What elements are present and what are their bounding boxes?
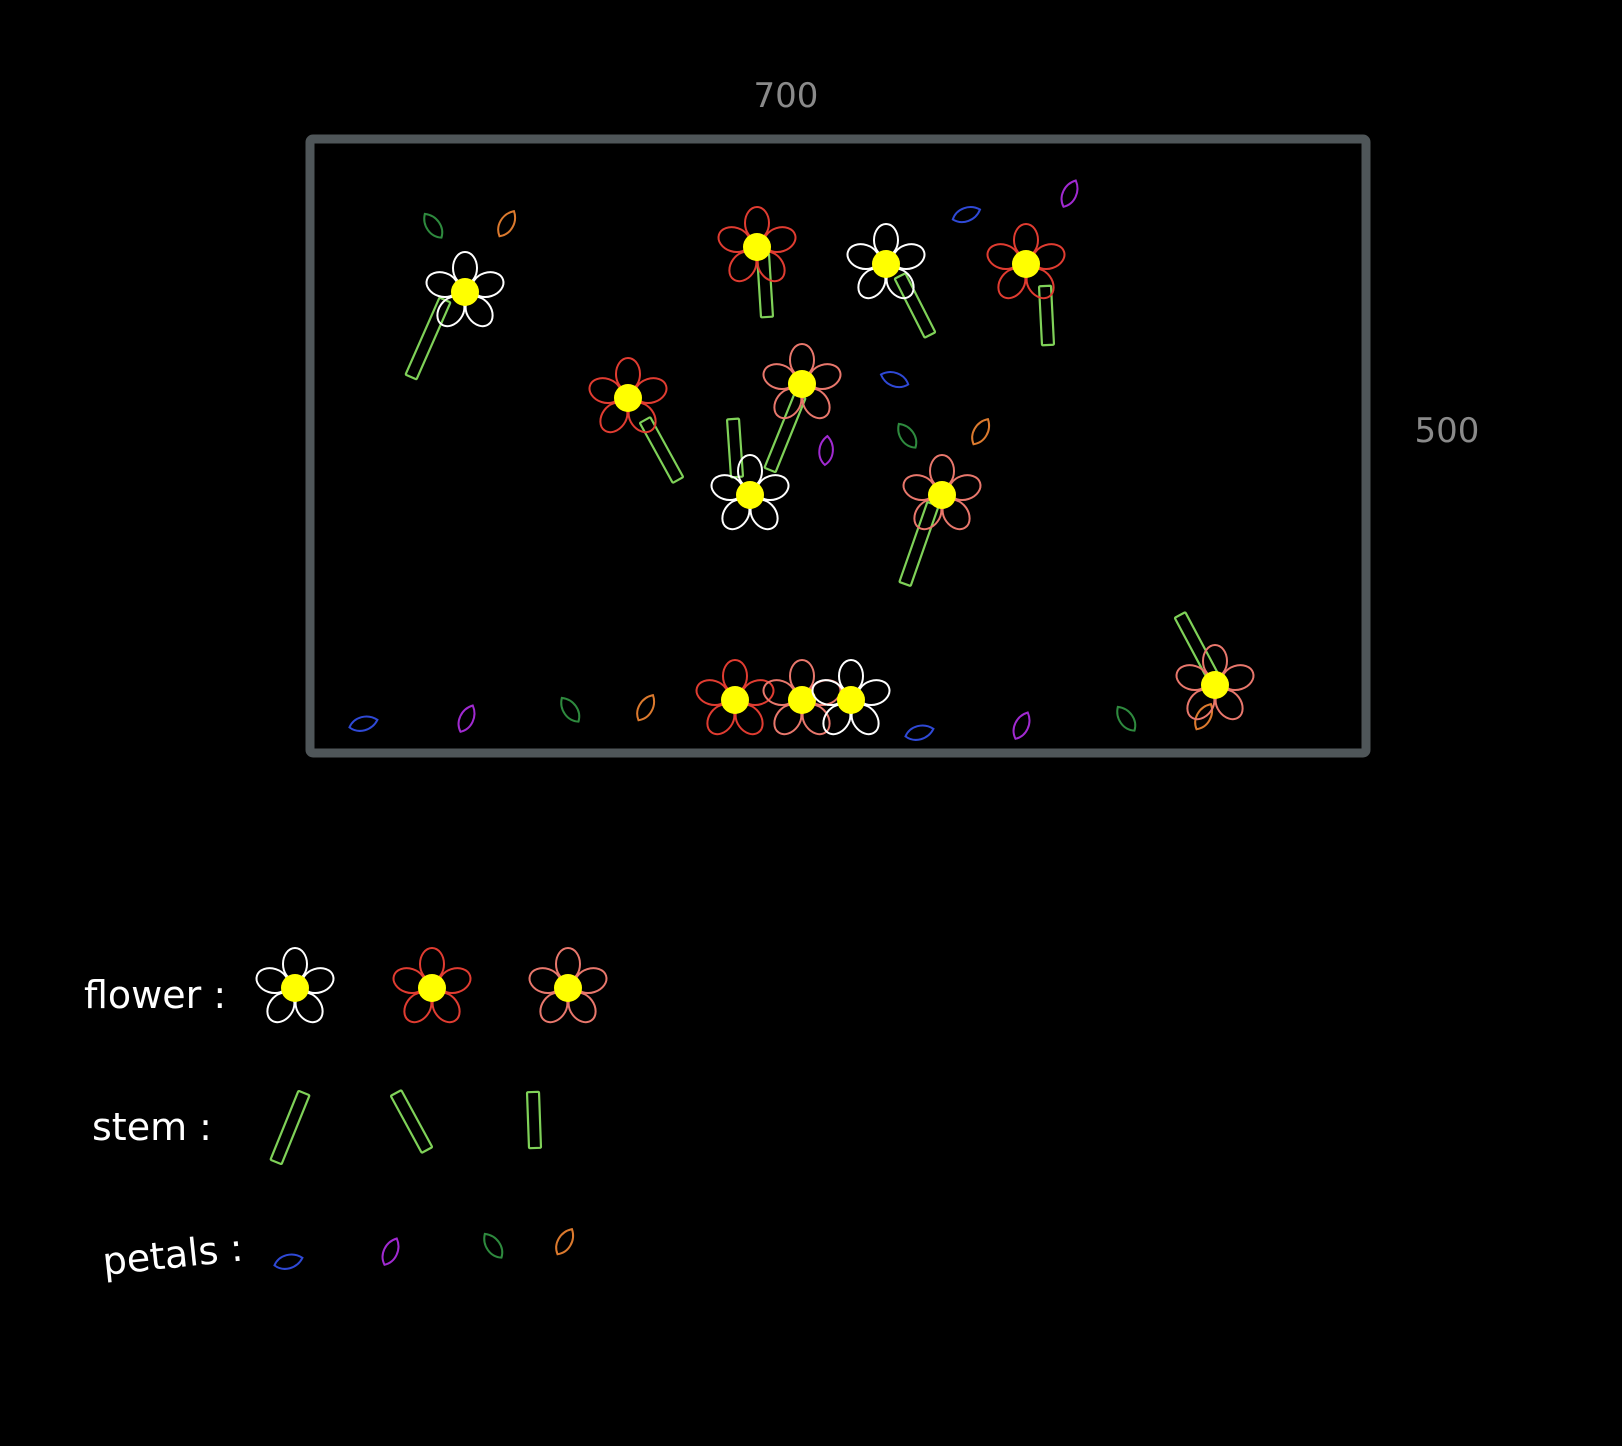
legend-flower-white [252,947,338,1029]
flower [899,454,985,536]
petal [1008,708,1035,743]
scene-flowers [422,206,1258,741]
flower [707,454,793,536]
petal [631,690,660,725]
scene-stems [404,252,1219,679]
stem [725,417,745,479]
flower [759,659,845,741]
legend-stem-slant-left [269,1089,311,1166]
petal [346,712,381,735]
garden-frame [305,134,1371,758]
petal [453,701,480,736]
flower [714,206,800,288]
petal [966,414,995,449]
legend-flower-red [389,947,475,1029]
flower [1172,644,1258,726]
stem [893,272,937,339]
flower [585,357,671,439]
legend-petal-green [478,1229,508,1263]
petal [1056,176,1083,211]
legend-petal-purple [377,1234,404,1269]
legend-stem-straight [525,1090,543,1150]
stem [639,416,684,484]
legend-stem-label: stem : [92,1105,212,1149]
legend-flower-label: flower : [84,973,226,1017]
petal [555,693,585,727]
stem [898,501,940,587]
legend-petal-blue [271,1250,306,1273]
flower [808,659,894,741]
stem [404,296,452,381]
flower [692,659,778,741]
flower [422,251,508,333]
legend-items [252,947,611,1273]
width-dimension-label: 700 [754,76,819,116]
petal [892,419,922,453]
petal [949,202,984,227]
petal [817,434,836,467]
flower [983,223,1069,305]
petal [1111,702,1141,736]
height-dimension-label: 500 [1415,411,1480,451]
legend-flower-salmon [525,947,611,1029]
petal [492,206,521,241]
flower [759,343,845,425]
petal [902,721,937,744]
legend-petals-label: petals : [100,1225,245,1283]
legend-stem-slant-right [389,1089,434,1154]
stem [1037,284,1056,347]
petal [418,209,448,243]
flower [843,223,929,305]
stem [755,252,775,319]
legend-petal-orange [550,1224,579,1259]
petal [877,367,912,392]
